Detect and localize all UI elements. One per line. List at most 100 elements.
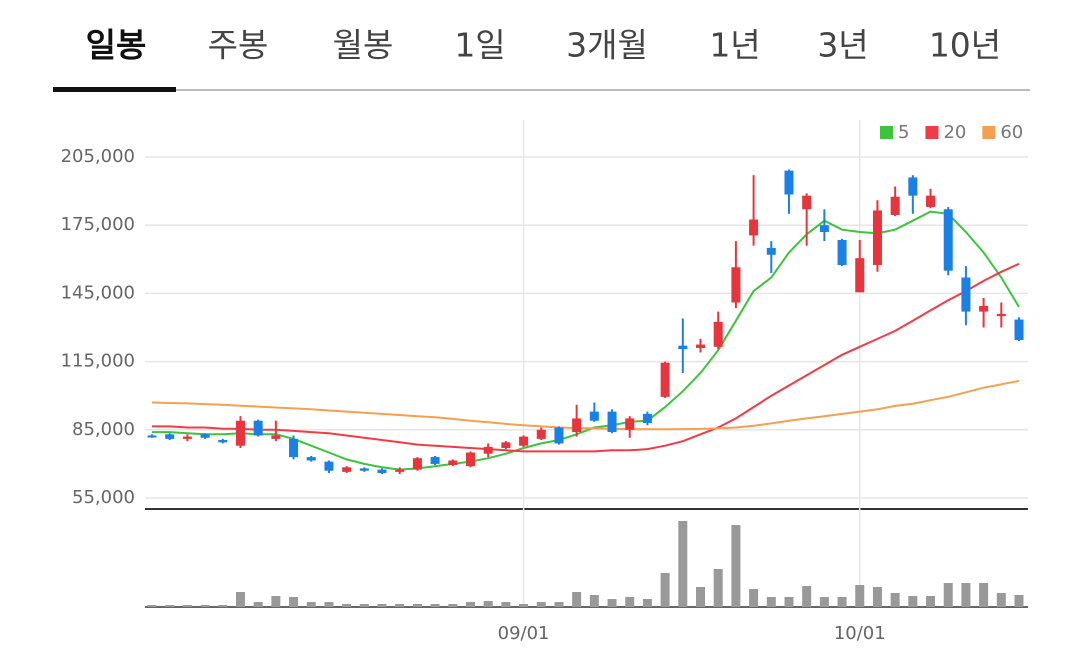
volume-bar [731, 525, 741, 607]
candle-body [165, 434, 175, 439]
candle-body [235, 420, 245, 446]
volume-bar [182, 605, 192, 607]
tab[interactable]: 10년 [929, 26, 1001, 65]
volume-bar [660, 573, 670, 607]
candle-body [465, 452, 475, 467]
volume-bar [908, 596, 918, 607]
candle-body [572, 418, 582, 433]
volume-bar [784, 597, 794, 607]
candle-body [943, 209, 953, 271]
candle-body [802, 195, 812, 210]
legend-swatch [925, 126, 939, 139]
volume-bar [589, 595, 599, 607]
candle-body [961, 277, 971, 312]
candle-body [589, 411, 599, 421]
tab[interactable]: 일봉 [86, 26, 147, 65]
candle-body [819, 225, 829, 233]
volume-bar [979, 583, 989, 607]
tab[interactable]: 3년 [817, 26, 868, 65]
volume-bar [147, 605, 157, 607]
volume-bar [324, 602, 334, 607]
candle-body [395, 469, 405, 472]
volume-bar [359, 604, 369, 607]
tab[interactable]: 1일 [454, 26, 505, 65]
y-tick-label: 175,000 [61, 214, 135, 235]
volume-bar [625, 597, 635, 607]
volume-bar [926, 596, 936, 607]
candle-body [607, 411, 617, 433]
volume-bar [554, 602, 564, 607]
volume-bar [483, 601, 493, 607]
candle-body [642, 413, 652, 423]
volume-bar [872, 587, 882, 607]
volume-bar [996, 593, 1006, 607]
volume-bar [642, 599, 652, 607]
candle-body [625, 418, 635, 430]
volume-bar [678, 521, 688, 607]
y-tick-label: 145,000 [61, 282, 135, 303]
candle-body [908, 177, 918, 196]
volume-bar [572, 592, 582, 607]
candle-body [253, 420, 263, 436]
volume-bar [943, 583, 953, 607]
volume-bar [713, 569, 723, 607]
tab[interactable]: 1년 [709, 26, 760, 65]
tab[interactable]: 월봉 [333, 26, 394, 65]
volume-bar [218, 605, 228, 607]
y-tick-label: 205,000 [61, 146, 135, 167]
candle-body [412, 458, 422, 470]
volume-bar [766, 597, 776, 607]
x-tick-label: 09/01 [498, 623, 550, 644]
legend-label: 60 [1000, 122, 1023, 143]
volume-bar [819, 597, 829, 607]
candle-body [837, 239, 847, 265]
volume-bar [412, 604, 422, 607]
volume-bar [377, 604, 387, 607]
volume-bar [802, 586, 812, 607]
legend-label: 20 [943, 122, 966, 143]
candle-body [926, 195, 936, 208]
candle-body [855, 258, 865, 293]
candle-body [342, 467, 352, 472]
candle-body [536, 429, 546, 439]
tab[interactable]: 주봉 [208, 26, 269, 65]
candle-body [483, 446, 493, 454]
candle-body [872, 210, 882, 265]
volume-bar [465, 602, 475, 607]
volume-bar [519, 604, 529, 607]
candle-body [377, 469, 387, 473]
tab[interactable]: 3개월 [566, 26, 648, 65]
y-tick-label: 115,000 [61, 351, 135, 372]
candle-body [890, 196, 900, 215]
candle-body [554, 427, 564, 444]
ma-line [152, 262, 1020, 453]
volume-bar [749, 589, 759, 607]
volume-bar [289, 597, 299, 607]
candle-body [749, 219, 759, 236]
volume-bar [536, 602, 546, 607]
volume-bar [501, 602, 511, 607]
candle-body [182, 436, 192, 439]
candle-body [766, 247, 776, 255]
candle-body [218, 440, 228, 443]
candle-body [324, 461, 334, 471]
volume-bar [607, 599, 617, 607]
volume-bar [395, 604, 405, 607]
candle-body [147, 435, 157, 438]
volume-bar [448, 604, 458, 607]
volume-bar [200, 605, 210, 607]
ma-line [151, 379, 1020, 431]
x-tick-label: 10/01 [834, 623, 886, 644]
volume-bar [165, 605, 175, 607]
candle-body [448, 460, 458, 466]
volume-bar [253, 602, 263, 607]
tab-indicator [53, 87, 176, 92]
legend-label: 5 [898, 122, 909, 143]
volume-bar [342, 604, 352, 607]
volume-bar [430, 604, 440, 607]
candle-body [696, 344, 706, 348]
candle-body [501, 442, 511, 448]
legend-swatch [880, 126, 893, 139]
candle-body [996, 313, 1006, 317]
